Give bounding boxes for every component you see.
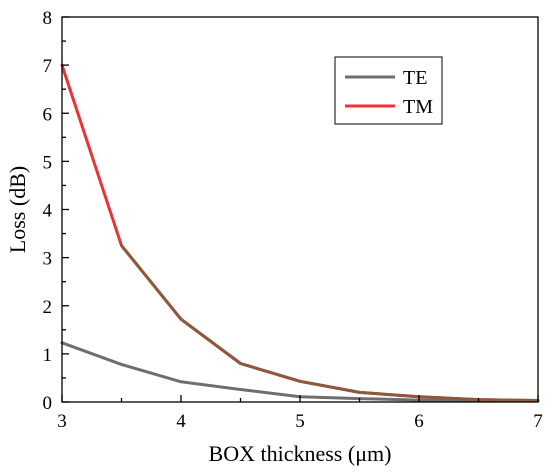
series-line-tm-overlay xyxy=(120,244,540,403)
legend-label-tm: TM xyxy=(403,96,433,118)
plot-frame xyxy=(61,16,539,403)
x-tick-label: 7 xyxy=(533,411,543,432)
plot-marks xyxy=(60,63,540,403)
x-tick-label: 4 xyxy=(176,411,186,432)
legend-box xyxy=(334,56,443,125)
y-tick-label: 0 xyxy=(43,393,53,414)
x-axis-title: BOX thickness (μm) xyxy=(209,441,392,466)
legend-label-te: TE xyxy=(403,67,427,89)
y-tick-label: 6 xyxy=(43,104,53,125)
y-tick-label: 5 xyxy=(43,152,53,173)
y-tick-label: 8 xyxy=(43,8,53,29)
x-tick-label: 3 xyxy=(57,411,67,432)
y-tick-label: 1 xyxy=(43,345,53,366)
series-line-tm xyxy=(60,63,540,403)
series-line-te xyxy=(60,341,540,403)
axes: 3 4 5 6 7 0 1 2 3 4 5 6 7 8 BOX thickness (μm) Loss (dB… xyxy=(5,8,543,466)
y-tick-label: 2 xyxy=(43,297,53,318)
y-tick-label: 3 xyxy=(43,249,53,270)
legend: TE TM xyxy=(334,56,443,125)
x-tick-label: 6 xyxy=(414,411,424,432)
x-tick-label: 5 xyxy=(295,411,305,432)
y-tick-label: 7 xyxy=(43,56,53,77)
y-tick-label: 4 xyxy=(43,201,53,222)
y-axis-title: Loss (dB) xyxy=(5,166,30,253)
